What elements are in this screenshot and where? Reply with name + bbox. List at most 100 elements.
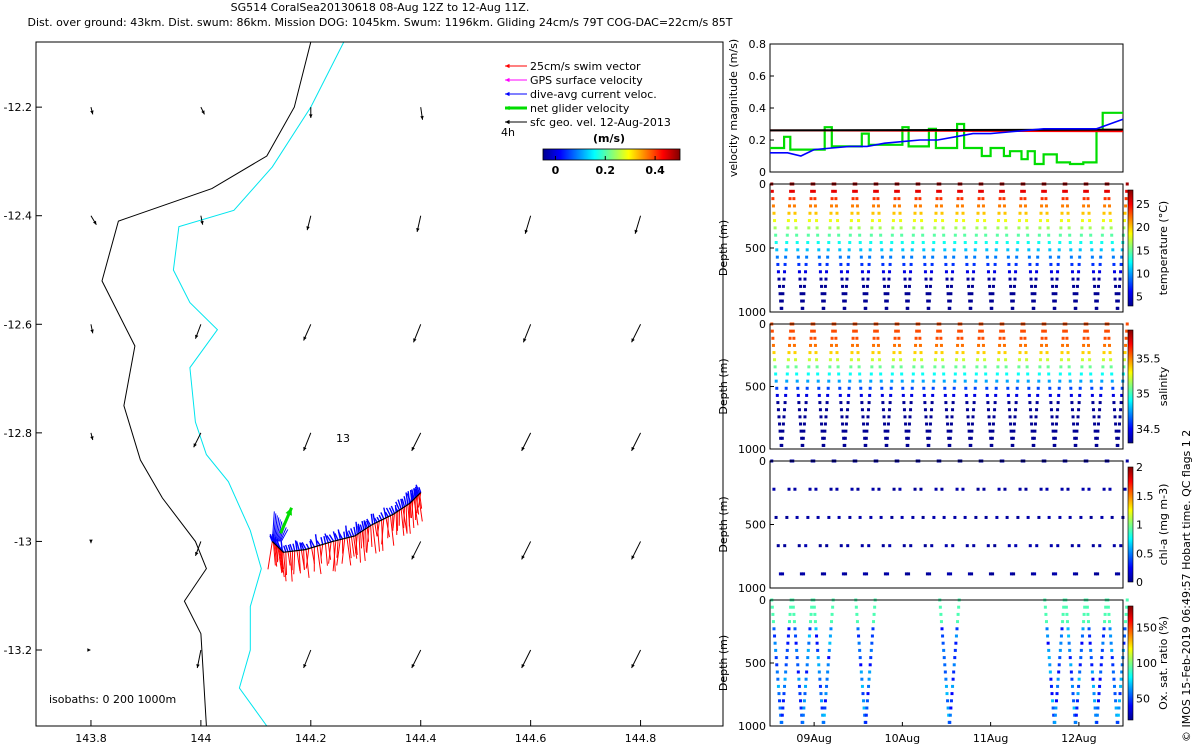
section-point [1089,241,1093,245]
section-point [972,408,976,412]
section-point [1065,336,1069,340]
section-point [810,189,814,193]
section-point [1005,233,1009,237]
swim-vector [360,532,363,549]
section-point [1096,706,1100,710]
section-point [1072,429,1076,433]
section-point [1095,436,1099,440]
legend-label: 25cm/s swim vector [530,60,641,73]
section-point [947,299,951,303]
swim-vector [319,545,323,564]
section-point [1103,343,1107,347]
velocity-y-tick-label: 0 [759,166,766,179]
section-point [794,641,798,645]
section-point [1026,515,1030,519]
dac-vector [347,530,353,538]
section-point [806,233,810,237]
depth-tick-label: 1000 [738,720,766,733]
dac-vector [309,538,315,548]
section-point [1011,306,1015,310]
section-point [992,415,996,419]
section-point [963,515,967,519]
swim-vector [381,518,385,545]
section-point [928,429,932,433]
section-point [998,336,1002,340]
section-point [1065,197,1069,201]
swim-vector [376,521,380,537]
section-point [1011,443,1015,447]
section-point [1080,634,1084,638]
section-point [934,487,938,491]
section-point [797,684,801,688]
section-point [972,544,976,548]
section-point [1037,515,1041,519]
section-point [797,408,801,412]
section-point [809,612,813,616]
section-point [837,372,841,376]
section-point [972,262,976,266]
section-point [1066,627,1070,631]
section-point [1101,226,1105,230]
section-point [1019,197,1023,201]
section-point [814,487,818,491]
swim-vector [346,537,352,566]
section-point [994,248,998,252]
dac-vector [287,544,291,552]
section-point [844,422,848,426]
section-point [821,713,825,717]
section-point [1025,358,1029,362]
section-point [881,270,885,274]
section-point [995,241,999,245]
section-point [1073,299,1077,303]
section-point [1120,248,1124,252]
section-point [862,284,866,288]
section-point [817,248,821,252]
section-point [1113,692,1117,696]
section-point [1077,262,1081,266]
dac-vector [294,540,298,551]
section-point [954,634,958,638]
section-point [989,436,993,440]
section-point [947,713,951,717]
section-point [1116,299,1120,303]
section-point [871,351,875,355]
section-point [879,233,883,237]
section-point [849,358,853,362]
section-point [1116,720,1120,724]
sfc-velocity-arrow-head [524,229,528,234]
section-point [868,670,872,674]
section-point [1112,262,1116,266]
sfc-velocity-arrow [631,649,642,669]
dac-vector [276,521,283,542]
section-point [1068,656,1072,660]
section-point [1046,365,1050,369]
section-point [846,401,850,405]
section-point [883,572,887,576]
section-point [914,197,918,201]
section-point [1122,634,1126,638]
section-point [773,365,777,369]
section-point [786,219,790,223]
section-point [854,329,858,333]
section-point [952,248,956,252]
section-point [824,415,828,419]
section-point [841,572,845,576]
section-point [846,408,850,412]
section-point [881,544,885,548]
section-point [911,233,915,237]
section-point [823,422,827,426]
dac-vector [394,507,399,512]
section-point [1035,408,1039,412]
section-point [1033,429,1037,433]
section-point [913,211,917,215]
section-point [887,415,891,419]
section-point [788,197,792,201]
map-y-tick-label: -12.6 [4,318,32,331]
section-point [808,211,812,215]
isobaths-label: isobaths: 0 200 1000m [49,693,176,706]
section-point [1033,284,1037,288]
swim-vector [365,528,367,552]
section-point [1075,706,1079,710]
section-point [838,248,842,252]
section-point [1069,670,1073,674]
